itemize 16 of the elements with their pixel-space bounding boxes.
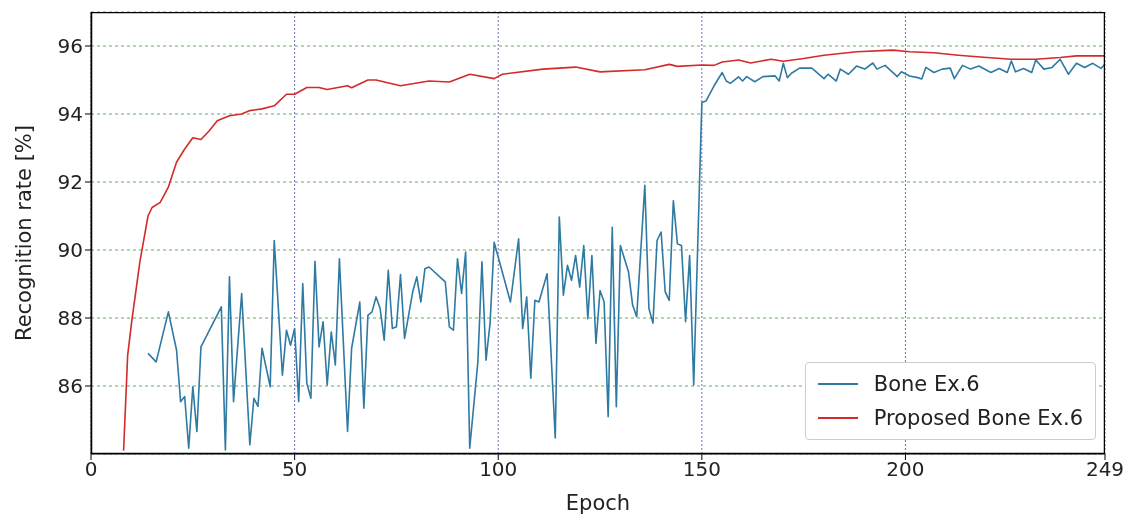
y-tick-label: 96	[57, 34, 83, 59]
legend-label: Proposed Bone Ex.6	[873, 405, 1083, 432]
x-tick-label: 150	[682, 457, 721, 482]
y-tick-label: 86	[57, 374, 83, 399]
x-tick-label: 50	[281, 457, 308, 482]
y-axis-title: Recognition rate [%]	[12, 124, 37, 342]
x-tick-label: 100	[479, 457, 518, 482]
x-axis-title: Epoch	[565, 491, 631, 515]
x-tick-label: 200	[886, 457, 925, 482]
y-tick-label: 90	[57, 238, 83, 263]
x-tick-label: 249	[1085, 457, 1125, 482]
x-tick-label: 0	[84, 457, 98, 482]
y-tick-label: 92	[57, 170, 83, 195]
y-tick-label: 94	[57, 102, 83, 127]
legend-label: Bone Ex.6	[873, 371, 980, 398]
y-tick-label: 88	[57, 306, 83, 331]
